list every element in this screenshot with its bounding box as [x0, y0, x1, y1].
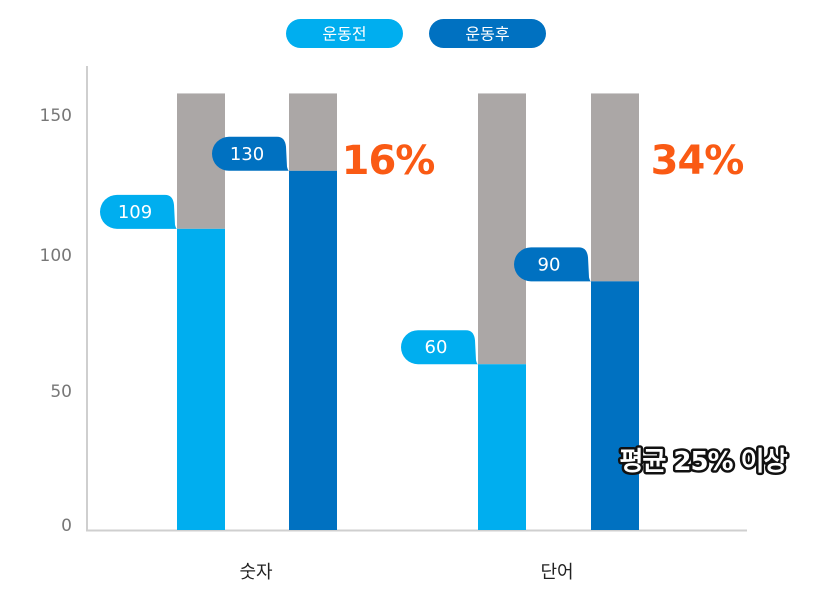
bars [177, 93, 639, 530]
legend-label-before: 운동전 [322, 25, 366, 44]
increase-labels: 16% 34% [342, 138, 745, 184]
category-labels: 숫자 단어 [239, 562, 573, 583]
legend-item-after[interactable]: 운동후 [429, 19, 546, 48]
legend-swatch-before [286, 19, 403, 48]
legend: 운동전 운동후 [286, 19, 546, 48]
legend-swatch-after [429, 19, 546, 48]
y-tick-label: 50 [50, 382, 72, 402]
bar-remainder [289, 93, 337, 171]
bar-remainder [591, 93, 639, 282]
value-label: 130 [230, 144, 264, 165]
average-note: 평균 25% 이상 [619, 447, 787, 477]
legend-label-after: 운동후 [465, 25, 509, 44]
legend-item-before[interactable]: 운동전 [286, 19, 403, 48]
value-label: 109 [118, 202, 152, 223]
increase-label-numbers: 16% [342, 138, 435, 184]
value-bubble [514, 247, 591, 282]
bar-before[interactable] [478, 364, 526, 530]
y-tick-label: 150 [40, 106, 72, 126]
y-tick-label: 100 [40, 246, 72, 266]
value-bubble [100, 194, 177, 229]
y-tick-label: 0 [61, 516, 72, 536]
value-label: 60 [425, 337, 448, 358]
axes [86, 66, 747, 532]
bar-after[interactable] [289, 170, 337, 530]
value-bubble [401, 330, 478, 365]
y-tick-labels: 0 50 100 150 [40, 106, 72, 536]
bar-before[interactable] [177, 228, 225, 530]
bar-after[interactable] [591, 281, 639, 530]
increase-label-words: 34% [651, 138, 744, 184]
value-bubble [212, 136, 289, 171]
category-label: 숫자 [239, 562, 273, 583]
bar-remainder [478, 93, 526, 365]
category-label: 단어 [540, 562, 573, 583]
value-label: 90 [538, 254, 561, 275]
value-labels: 109 60 130 90 [100, 136, 591, 365]
